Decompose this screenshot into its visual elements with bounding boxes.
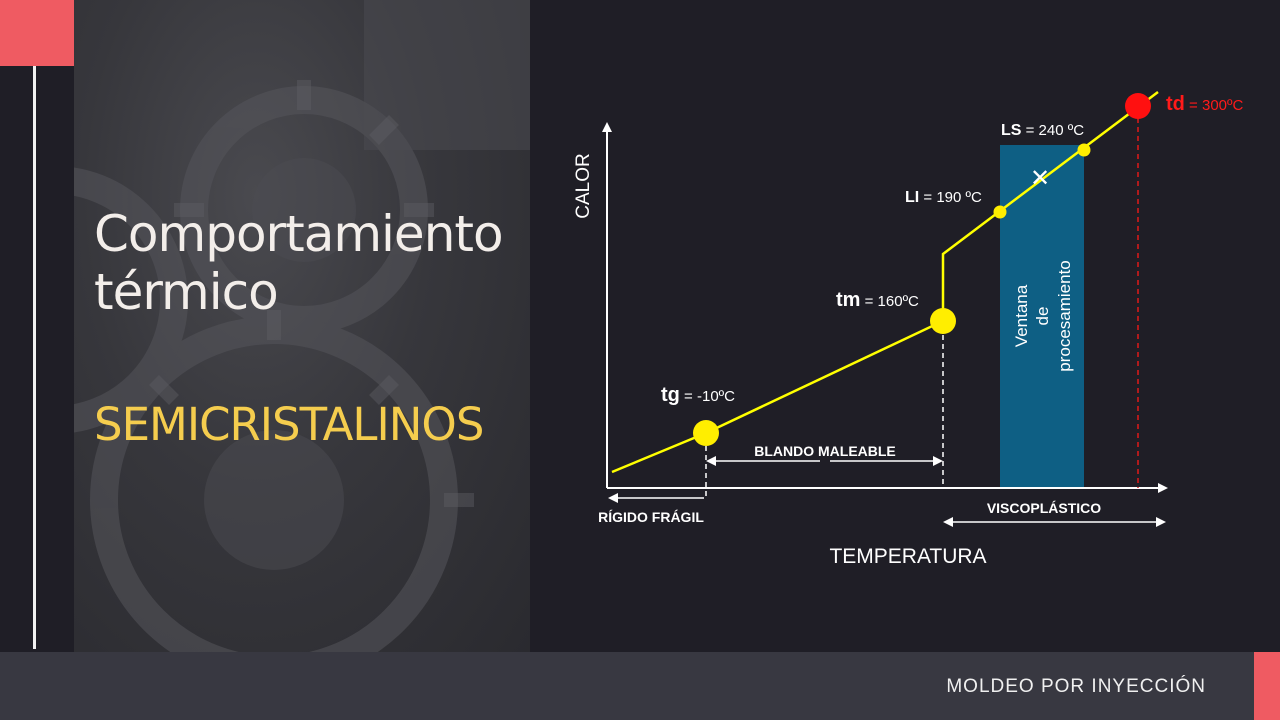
- gear-background-image: [74, 0, 530, 652]
- slide-title: Comportamiento térmico: [94, 205, 504, 321]
- tg-point: [693, 420, 719, 446]
- viscoplastico-label: VISCOPLÁSTICO: [987, 500, 1101, 516]
- td-label: td = 300ºC: [1166, 93, 1243, 115]
- x-axis-label: TEMPERATURA: [829, 545, 986, 568]
- top-left-accent-block: [0, 0, 74, 66]
- blando-maleable-label: BLANDO MALEABLE: [754, 443, 896, 459]
- left-vertical-rule: [33, 66, 36, 649]
- window-label-line-2: de: [1033, 307, 1052, 326]
- y-axis-label: CALOR: [573, 153, 594, 218]
- tm-label: tm = 160ºC: [836, 289, 919, 311]
- optimum-marker: ✕: [1030, 164, 1050, 192]
- tm-point: [930, 308, 956, 334]
- thermal-behavior-diagram: Ventana de procesamiento CALOR TEMPERATU…: [573, 91, 1243, 568]
- td-point: [1125, 93, 1151, 119]
- title-panel: Comportamiento térmico SEMICRISTALINOS: [74, 0, 530, 652]
- footer-title: MOLDEO POR INYECCIÓN: [946, 676, 1206, 697]
- ls-point: [1077, 143, 1091, 157]
- title-line-1: Comportamiento: [94, 205, 504, 263]
- footer-bar: [0, 652, 1280, 720]
- slide-subtitle: SEMICRISTALINOS: [94, 398, 484, 451]
- bottom-right-accent-block: [1254, 652, 1280, 720]
- li-label: LI = 190 ºC: [905, 189, 982, 206]
- window-label-line-3: procesamiento: [1055, 260, 1074, 372]
- rigido-fragil-label: RÍGIDO FRÁGIL: [598, 509, 704, 525]
- title-line-2: térmico: [94, 263, 279, 321]
- window-label-line-1: Ventana: [1012, 284, 1031, 347]
- li-point: [993, 205, 1007, 219]
- tg-label: tg = -10ºC: [661, 384, 735, 406]
- ls-label: LS = 240 ºC: [1001, 122, 1084, 139]
